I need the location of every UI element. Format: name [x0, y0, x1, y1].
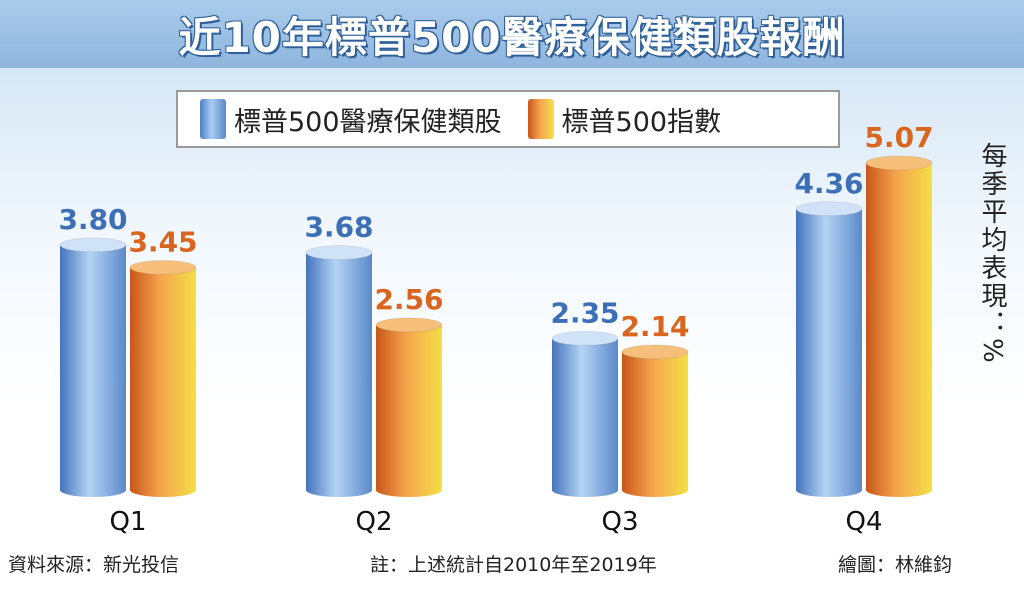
title-bar: 近10年標普500醫療保健類股報酬	[0, 0, 1024, 68]
bar-q4-series-0	[796, 208, 862, 497]
category-label-q4: Q4	[845, 507, 882, 537]
value-label-q3-series-1: 2.14	[620, 310, 689, 343]
legend-swatch-blue	[200, 99, 226, 139]
bar-cap-q1-series-1	[129, 259, 197, 275]
value-label-q4-series-0: 4.36	[794, 167, 863, 200]
value-label-q2-series-1: 2.56	[374, 283, 443, 316]
legend-item-index: 標普500指數	[527, 99, 722, 139]
bar-cap-q1-series-0	[59, 237, 127, 253]
bar-cap-q2-series-0	[305, 245, 373, 261]
bar-q2-series-0	[306, 252, 372, 497]
footnote: 註：上述統計自2010年至2019年	[370, 554, 657, 576]
bar-q4-series-1	[866, 162, 932, 498]
legend-swatch-orange	[527, 99, 554, 139]
value-label-q1-series-1: 3.45	[128, 225, 197, 258]
bar-cap-q3-series-1	[621, 344, 689, 360]
value-label-q1-series-0: 3.80	[58, 203, 127, 236]
bar-cap-q3-series-0	[551, 330, 619, 346]
bar-q3-series-1	[622, 351, 688, 497]
credit-note: 繪圖：林維鈞	[838, 554, 953, 576]
bar-q2-series-1	[376, 324, 442, 497]
legend: 標普500醫療保健類股 標普500指數	[176, 90, 840, 148]
category-label-q1: Q1	[109, 507, 146, 537]
category-label-q2: Q2	[355, 507, 392, 537]
legend-label-healthcare: 標普500醫療保健類股	[234, 106, 502, 138]
bar-q3-series-0	[552, 338, 618, 497]
source-note: 資料來源：新光投信	[8, 554, 180, 576]
value-label-q4-series-1: 5.07	[864, 121, 933, 154]
bar-q1-series-1	[130, 267, 196, 497]
bar-cap-q4-series-1	[865, 155, 933, 171]
category-label-q3: Q3	[601, 507, 638, 537]
value-label-q3-series-0: 2.35	[550, 296, 619, 329]
legend-label-index: 標普500指數	[561, 106, 722, 138]
bar-cap-q4-series-0	[795, 201, 863, 217]
value-label-q2-series-0: 3.68	[304, 211, 373, 244]
bar-q1-series-0	[60, 244, 126, 497]
chart-title: 近10年標普500醫療保健類股報酬	[178, 12, 846, 62]
y-axis-label: 每季平均表現：%	[977, 142, 1007, 365]
legend-item-healthcare: 標普500醫療保健類股	[200, 99, 502, 139]
bar-cap-q2-series-1	[375, 317, 443, 333]
